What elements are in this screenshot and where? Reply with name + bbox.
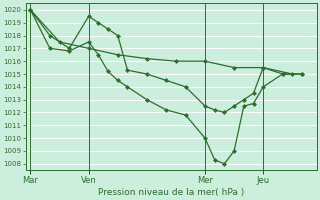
X-axis label: Pression niveau de la mer( hPa ): Pression niveau de la mer( hPa ) bbox=[98, 188, 244, 197]
